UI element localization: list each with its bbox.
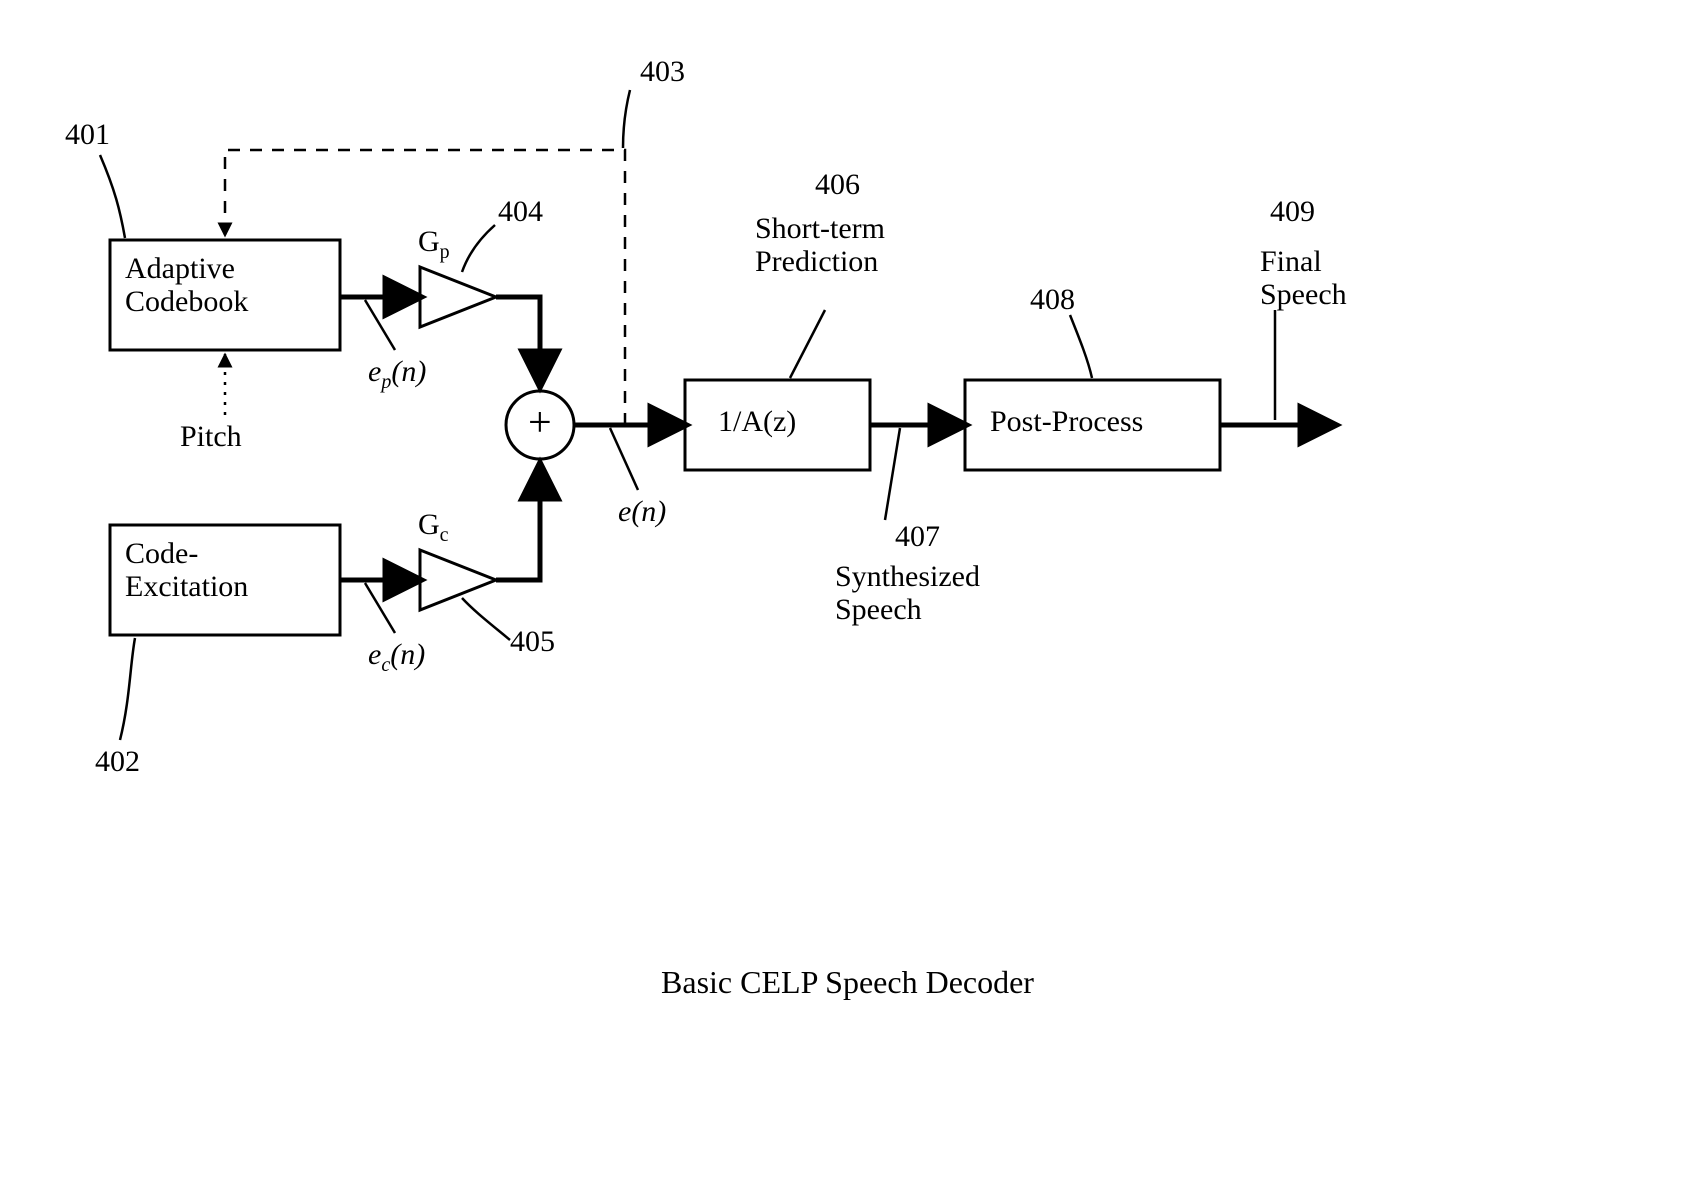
gain-c-label: Gc xyxy=(418,508,449,546)
gain-p-triangle xyxy=(420,267,496,327)
ref-402: 402 xyxy=(95,745,140,778)
leader-ec xyxy=(365,583,395,633)
signal-ec: ec(n) xyxy=(368,638,425,676)
leader-en xyxy=(610,428,638,490)
ref-405: 405 xyxy=(510,625,555,658)
gain-p-label: Gp xyxy=(418,225,450,263)
final-speech-label: Final Speech xyxy=(1260,245,1347,311)
leader-403 xyxy=(623,90,630,148)
edge-gp-to-sum xyxy=(496,297,540,386)
leader-401 xyxy=(100,155,125,238)
ref-408: 408 xyxy=(1030,283,1075,316)
diagram-canvas: Adaptive Codebook Code- Excitation 1/A(z… xyxy=(0,0,1695,1195)
sum-symbol: + xyxy=(528,400,552,446)
ref-407: 407 xyxy=(895,520,940,553)
signal-en: e(n) xyxy=(618,495,666,528)
leader-405 xyxy=(462,598,510,640)
ref-406: 406 xyxy=(815,168,860,201)
diagram-title: Basic CELP Speech Decoder xyxy=(0,965,1695,1000)
leader-404 xyxy=(462,225,495,272)
leader-406 xyxy=(790,310,825,378)
leader-ep xyxy=(365,300,395,350)
leader-407 xyxy=(885,428,900,520)
signal-ep: ep(n) xyxy=(368,355,426,393)
synth-filter-label: 1/A(z) xyxy=(718,405,796,438)
gain-c-triangle xyxy=(420,550,496,610)
ref-401: 401 xyxy=(65,118,110,151)
adaptive-codebook-label: Adaptive Codebook xyxy=(125,252,248,318)
leader-402 xyxy=(120,638,135,740)
ref-404: 404 xyxy=(498,195,543,228)
short-term-prediction-label: Short-term Prediction xyxy=(755,212,885,278)
synthesized-speech-label: Synthesized Speech xyxy=(835,560,980,626)
ref-409: 409 xyxy=(1270,195,1315,228)
ref-403: 403 xyxy=(640,55,685,88)
code-excitation-label: Code- Excitation xyxy=(125,537,248,603)
post-process-label: Post-Process xyxy=(990,405,1143,438)
leader-408 xyxy=(1070,315,1092,378)
pitch-label: Pitch xyxy=(180,420,242,453)
edge-gc-to-sum xyxy=(496,464,540,580)
